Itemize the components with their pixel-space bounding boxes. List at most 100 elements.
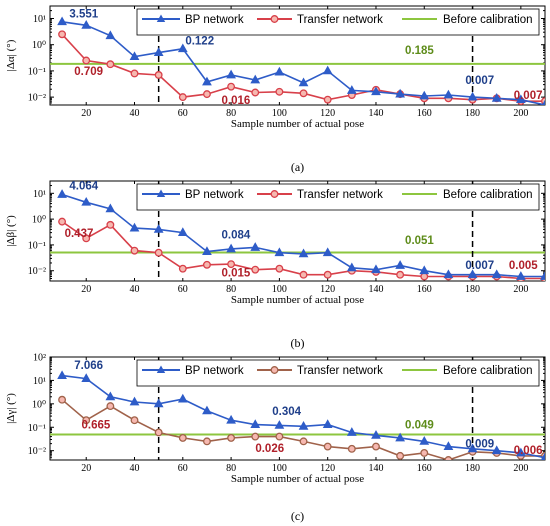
data-point bbox=[298, 248, 309, 258]
data-point bbox=[322, 419, 333, 428]
data-point bbox=[515, 94, 526, 104]
data-annotation: 3.551 bbox=[69, 8, 98, 20]
data-point bbox=[130, 416, 139, 425]
data-point bbox=[346, 85, 357, 94]
data-annotation: 0.005 bbox=[509, 260, 538, 272]
data-point bbox=[250, 419, 261, 428]
data-point bbox=[226, 414, 236, 424]
x-tick-label: 60 bbox=[178, 108, 188, 119]
legend-label: BP network bbox=[185, 365, 244, 377]
legend: BP network Transfer network Before calibra… bbox=[136, 8, 540, 36]
data-point bbox=[227, 82, 236, 91]
data-point bbox=[299, 437, 308, 446]
y-axis-title: |Δα| (°) bbox=[5, 39, 17, 71]
data-point bbox=[203, 260, 211, 269]
data-point bbox=[274, 420, 285, 429]
data-point bbox=[251, 432, 260, 441]
data-point bbox=[298, 420, 309, 430]
data-annotation: 4.064 bbox=[69, 181, 98, 193]
x-tick-label: 100 bbox=[272, 463, 287, 474]
data-point bbox=[420, 272, 429, 281]
data-point bbox=[540, 271, 545, 280]
data-point bbox=[202, 246, 212, 256]
data-annotation: 0.049 bbox=[405, 419, 434, 431]
x-tick-label: 80 bbox=[226, 284, 236, 295]
x-tick-label: 140 bbox=[368, 108, 383, 119]
data-point bbox=[178, 93, 187, 102]
data-annotation: 7.066 bbox=[74, 360, 103, 372]
x-tick-label: 120 bbox=[320, 108, 335, 119]
data-point bbox=[154, 428, 163, 437]
x-tick-label: 200 bbox=[513, 108, 528, 119]
data-point bbox=[491, 445, 502, 455]
data-point bbox=[81, 373, 92, 382]
data-point bbox=[323, 442, 332, 451]
data-point bbox=[153, 224, 164, 233]
data-point bbox=[444, 456, 453, 460]
data-annotation: 0.015 bbox=[222, 267, 251, 279]
data-point bbox=[202, 405, 212, 415]
x-tick-label: 40 bbox=[130, 108, 140, 119]
chart-panel-1: 20 40 60 80 100 120 140 160 180 200 10⁻² 10⁻¹ 10⁰ 10¹… bbox=[5, 5, 546, 174]
y-tick-label: 10⁻¹ bbox=[28, 240, 46, 251]
plot-frame bbox=[49, 180, 546, 282]
data-point bbox=[58, 30, 67, 39]
data-point bbox=[395, 260, 406, 269]
plot-frame bbox=[49, 356, 546, 461]
data-point bbox=[419, 90, 430, 100]
plot-area bbox=[50, 6, 545, 105]
x-tick-label: 160 bbox=[417, 463, 432, 474]
panel-label: (b) bbox=[291, 336, 305, 350]
x-axis-title: Sample number of actual pose bbox=[231, 294, 364, 306]
data-point bbox=[250, 242, 261, 251]
data-point bbox=[106, 220, 115, 229]
x-tick-label: 60 bbox=[178, 284, 188, 295]
legend: BP network Transfer network Before calibra… bbox=[136, 183, 540, 211]
data-point bbox=[153, 47, 164, 56]
data-point bbox=[226, 69, 236, 79]
data-point bbox=[82, 56, 91, 65]
data-point bbox=[371, 430, 381, 439]
data-annotation: 0.009 bbox=[465, 438, 494, 450]
data-point bbox=[347, 444, 356, 453]
x-tick-label: 120 bbox=[320, 284, 335, 295]
data-point bbox=[299, 270, 308, 279]
y-tick-label: 10⁻² bbox=[28, 266, 46, 277]
y-tick-label: 10⁻¹ bbox=[28, 423, 46, 434]
data-point bbox=[129, 222, 140, 232]
data-point bbox=[323, 95, 332, 104]
legend-marker bbox=[156, 14, 166, 22]
data-point bbox=[177, 43, 188, 53]
data-point bbox=[298, 77, 309, 87]
data-annotation: 0.185 bbox=[405, 45, 434, 57]
x-tick-label: 180 bbox=[465, 463, 480, 474]
data-point bbox=[251, 265, 260, 274]
x-tick-label: 40 bbox=[130, 463, 140, 474]
data-point bbox=[467, 269, 478, 279]
data-point bbox=[540, 452, 545, 460]
chart-panel-3: 20 40 60 80 100 120 140 160 180 200 10⁻² 10⁻¹ 10⁰ 10¹… bbox=[5, 353, 546, 523]
data-point bbox=[203, 90, 211, 99]
data-point bbox=[275, 432, 284, 441]
data-point bbox=[177, 393, 188, 403]
legend-box bbox=[136, 359, 540, 387]
panel-label: (c) bbox=[291, 509, 304, 523]
data-point bbox=[396, 270, 405, 279]
legend-box bbox=[136, 183, 540, 211]
data-point bbox=[371, 264, 381, 274]
data-point bbox=[81, 19, 92, 29]
y-tick-label: 10² bbox=[33, 353, 46, 364]
y-tick-label: 10⁰ bbox=[32, 40, 46, 51]
legend-label: Before calibration bbox=[443, 14, 533, 26]
data-point bbox=[372, 442, 380, 451]
data-annotation: 0.084 bbox=[222, 229, 251, 241]
data-point bbox=[153, 398, 164, 408]
data-point bbox=[542, 99, 545, 105]
x-tick-label: 20 bbox=[81, 284, 91, 295]
data-point bbox=[251, 88, 260, 97]
data-annotation: 0.007 bbox=[465, 75, 494, 87]
legend-marker bbox=[270, 190, 279, 198]
legend-label: Transfer network bbox=[297, 189, 383, 201]
legend-box bbox=[136, 8, 540, 36]
data-point bbox=[178, 264, 187, 273]
